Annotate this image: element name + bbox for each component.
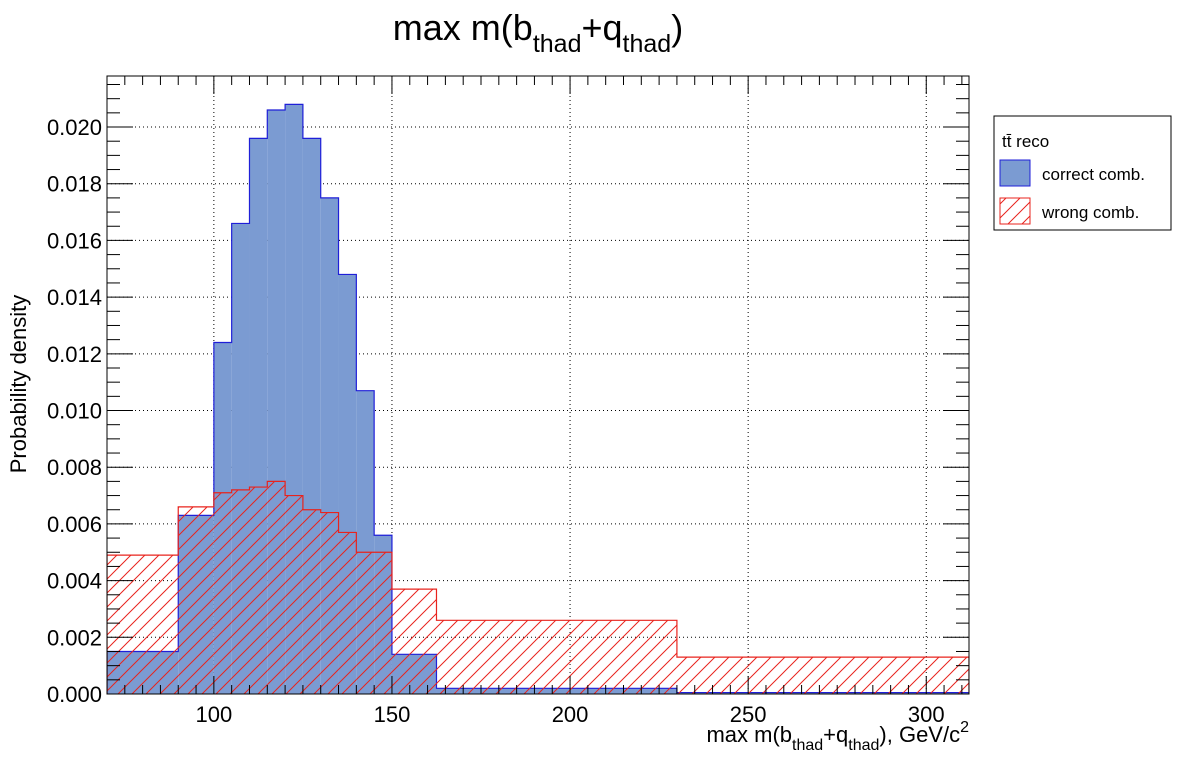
legend-swatch-wrong: [999, 197, 1031, 225]
y-tick-label: 0.000: [47, 682, 102, 707]
y-axis-label: Probability density: [6, 295, 31, 474]
xlabel-a: max m(b: [706, 722, 792, 747]
title-close: ): [671, 7, 683, 48]
title-sub2: thad: [623, 30, 672, 58]
x-axis-label: max m(bthad+qthad), GeV/c2: [706, 719, 969, 754]
legend-label-correct: correct comb.: [1042, 165, 1145, 184]
y-tick-label: 0.020: [47, 115, 102, 140]
bar-wrong-comb: [285, 495, 303, 694]
bar-wrong-comb: [178, 506, 214, 694]
y-tick-label: 0.010: [47, 399, 102, 424]
y-tick-label: 0.002: [47, 625, 102, 650]
series-wrong-comb: [107, 480, 969, 694]
y-tick-label: 0.014: [47, 285, 102, 310]
x-tick-label: 300: [908, 702, 945, 727]
title-plus: +q: [581, 7, 622, 48]
xlabel-c: ), GeV/c: [879, 722, 960, 747]
y-tick-label: 0.004: [47, 569, 102, 594]
bar-wrong-comb: [213, 492, 232, 694]
bar-wrong-comb: [676, 657, 969, 694]
bar-wrong-comb: [525, 620, 677, 694]
x-tick-label: 200: [552, 702, 589, 727]
x-tick-label: 150: [374, 702, 411, 727]
y-axis: 0.000 0.002 0.004 0.006 0.008 0.010 0.012 0.014…: [47, 84, 969, 707]
bar-wrong-comb: [338, 532, 357, 694]
chart-title: max m(bthad+qthad): [393, 7, 683, 58]
legend-label-wrong: wrong comb.: [1041, 203, 1139, 222]
y-tick-label: 0.018: [47, 172, 102, 197]
title-sub1: thad: [533, 30, 582, 58]
bar-wrong-comb: [391, 589, 437, 694]
outline-wrong-comb: [107, 480, 969, 694]
x-tick-label: 100: [196, 702, 233, 727]
bar-wrong-comb: [356, 552, 375, 694]
bar-wrong-comb: [231, 489, 250, 694]
bar-wrong-comb: [374, 552, 392, 694]
bar-wrong-comb: [302, 509, 321, 694]
plot-frame: [106, 75, 970, 695]
legend-swatch-correct: [999, 159, 1031, 187]
x-tick-label: 250: [730, 702, 767, 727]
bar-wrong-comb: [107, 555, 179, 694]
xlabel-b: +q: [823, 722, 848, 747]
legend: tt̄ reco correct comb. wrong comb.: [993, 115, 1172, 231]
legend-header: tt̄ reco: [1002, 132, 1049, 151]
bar-wrong-comb: [267, 481, 286, 694]
xlabel-sub1: thad: [792, 737, 823, 754]
bar-wrong-comb: [249, 487, 268, 694]
y-tick-label: 0.006: [47, 512, 102, 537]
x-axis: 100 150 200 250 300: [106, 76, 963, 727]
y-tick-label: 0.016: [47, 228, 102, 253]
y-tick-label: 0.012: [47, 342, 102, 367]
xlabel-sub2: thad: [848, 737, 879, 754]
y-tick-label: 0.008: [47, 455, 102, 480]
title-main: max m(b: [393, 7, 533, 48]
xlabel-sup: 2: [960, 719, 969, 736]
bar-wrong-comb: [320, 512, 339, 694]
bar-wrong-comb: [436, 620, 526, 694]
